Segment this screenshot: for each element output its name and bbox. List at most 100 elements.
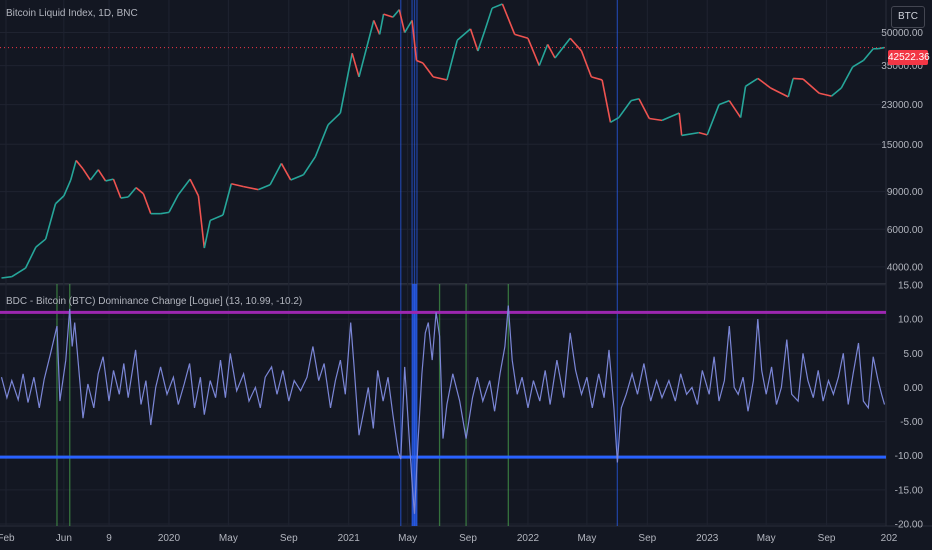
price-candle-down	[416, 59, 424, 64]
price-candle-down	[142, 193, 152, 214]
price-candle-up	[681, 131, 700, 137]
price-candle-up	[878, 46, 885, 50]
price-axis-tick-label: 9000.00	[887, 187, 924, 198]
price-candle-up	[209, 214, 224, 222]
osc-axis-tick-label: -15.00	[895, 485, 924, 496]
price-candle-up	[446, 40, 459, 81]
price-candle-down	[197, 195, 206, 249]
indicator-title: BDC - Bitcoin (BTC) Dominance Change [Lo…	[6, 296, 303, 307]
price-candle-up	[739, 86, 747, 118]
price-axis-tick-label: 50000.00	[881, 28, 923, 39]
price-candle-down	[819, 92, 832, 97]
price-candle-up	[314, 124, 329, 158]
price-candle-down	[546, 44, 556, 59]
time-axis-tick-label: 9	[106, 533, 112, 544]
price-candle-up	[745, 77, 759, 88]
osc-axis-tick-label: 15.00	[898, 281, 923, 292]
time-axis-tick-label: 2020	[158, 533, 181, 544]
price-candle-up	[127, 187, 137, 198]
price-candle-down	[243, 185, 259, 191]
price-candle-down	[678, 112, 683, 136]
price-candle-up	[483, 7, 493, 31]
price-candle-up	[477, 30, 486, 52]
price-axis-tick-label: 4000.00	[887, 262, 924, 273]
price-candle-down	[580, 50, 593, 78]
price-candle-up	[327, 112, 341, 126]
symbol-button[interactable]: BTC	[891, 6, 925, 28]
price-candle-down	[383, 13, 394, 18]
last-price-tag: 42522.36	[888, 50, 930, 65]
price-axis-tick-label: 6000.00	[887, 225, 924, 236]
price-candle-up	[840, 66, 854, 89]
price-candle-down	[591, 76, 603, 81]
price-candle-down	[398, 9, 406, 33]
price-candle-up	[456, 28, 472, 41]
price-candle-down	[75, 159, 84, 170]
price-candle-up	[54, 195, 65, 205]
price-candle-up	[290, 174, 304, 181]
time-axis-tick-label: Jun	[56, 533, 72, 544]
price-candle-down	[82, 168, 92, 181]
osc-axis-tick-label: 5.00	[904, 349, 924, 360]
price-candle-up	[630, 97, 640, 102]
price-candle-down	[728, 100, 742, 119]
time-axis-tick-label: 202	[881, 533, 898, 544]
price-candle-down	[638, 98, 650, 119]
price-candle-down	[373, 20, 381, 35]
price-candle-down	[189, 178, 200, 197]
price-candle-up	[339, 53, 353, 114]
time-axis-tick-label: 2022	[517, 533, 540, 544]
osc-axis-tick-label: 10.00	[898, 315, 923, 326]
price-candle-up	[830, 87, 842, 97]
price-candle-up	[706, 104, 720, 136]
price-candle-up	[852, 59, 864, 68]
price-candle-up	[554, 37, 571, 59]
price-candle-up	[392, 9, 400, 18]
price-candle-down	[569, 37, 583, 52]
price-candle-down	[280, 163, 292, 181]
price-candle-up	[44, 203, 57, 240]
price-axis-tick-label: 35000.00	[881, 61, 923, 72]
price-candle-up	[618, 100, 632, 119]
price-axis-tick-label: 15000.00	[881, 140, 923, 151]
price-candle-up	[661, 112, 680, 122]
bearish-signal-band	[412, 284, 417, 526]
price-candle-up	[160, 211, 170, 215]
price-candle-up	[538, 44, 549, 66]
price-candle-down	[433, 76, 448, 81]
price-candle-up	[89, 169, 99, 181]
time-axis-tick-label: Feb	[0, 533, 15, 544]
price-candle-down	[601, 79, 612, 123]
price-candle-up	[378, 13, 385, 35]
time-axis-tick-label: 2023	[696, 533, 719, 544]
price-candle-up	[358, 20, 375, 78]
price-candle-up	[302, 156, 316, 176]
price-candle-down	[698, 131, 708, 136]
price-candle-up	[222, 183, 233, 216]
osc-axis-tick-label: 0.00	[904, 383, 924, 394]
time-axis-tick-label: May	[219, 533, 238, 544]
osc-axis-tick-label: -5.00	[900, 417, 923, 428]
time-axis-tick-label: Sep	[818, 533, 836, 544]
time-axis-tick-label: Sep	[638, 533, 656, 544]
price-candle-up	[35, 238, 47, 248]
price-candle-down	[112, 178, 122, 199]
price-candle-up	[862, 48, 874, 61]
time-axis-tick-label: May	[577, 533, 596, 544]
price-candle-down	[770, 87, 789, 98]
price-candle-up	[11, 267, 26, 278]
price-candle-up	[491, 3, 503, 9]
osc-axis-tick-label: -10.00	[895, 451, 924, 462]
price-candle-up	[610, 116, 620, 124]
time-axis-tick-label: Sep	[459, 533, 477, 544]
price-candle-up	[24, 246, 37, 269]
time-axis-tick-label: 2021	[338, 533, 361, 544]
price-candle-down	[514, 33, 529, 40]
osc-axis-tick-label: -20.00	[895, 520, 924, 531]
time-axis-tick-label: May	[398, 533, 417, 544]
price-candle-up	[63, 179, 72, 197]
price-candle-up	[203, 220, 211, 249]
price-candle-down	[802, 78, 820, 94]
